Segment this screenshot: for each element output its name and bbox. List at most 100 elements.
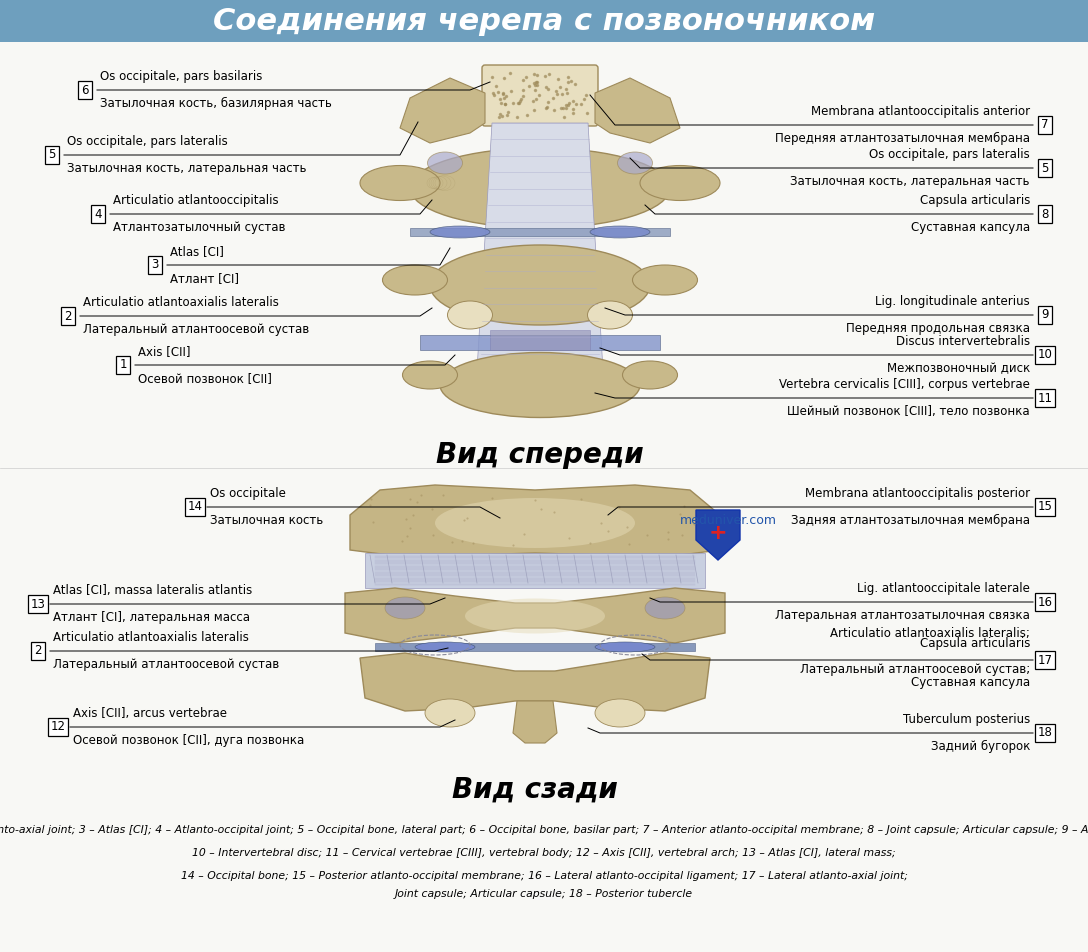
Text: Atlas [CI], massa lateralis atlantis: Atlas [CI], massa lateralis atlantis <box>53 584 252 597</box>
Text: 9: 9 <box>1041 308 1049 322</box>
Text: Суставная капсула: Суставная капсула <box>911 676 1030 689</box>
Bar <box>490 330 590 350</box>
Text: Lig. atlantooccipitale laterale: Lig. atlantooccipitale laterale <box>857 582 1030 595</box>
Ellipse shape <box>430 245 650 325</box>
Text: Joint capsule; Articular capsule; 18 – Posterior tubercle: Joint capsule; Articular capsule; 18 – P… <box>395 889 693 899</box>
Text: Vertebra cervicalis [CIII], corpus vertebrae: Vertebra cervicalis [CIII], corpus verte… <box>779 378 1030 391</box>
Ellipse shape <box>425 699 475 727</box>
Text: 1 – Axis [CII]; 2 – Lateral atlanto-axial joint; 3 – Atlas [CI]; 4 – Atlanto-occ: 1 – Axis [CII]; 2 – Lateral atlanto-axia… <box>0 825 1088 835</box>
Text: 3: 3 <box>151 259 159 271</box>
Text: Задний бугорок: Задний бугорок <box>930 740 1030 753</box>
Text: Os occipitale: Os occipitale <box>210 487 286 500</box>
Text: 14 – Occipital bone; 15 – Posterior atlanto-occipital membrane; 16 – Lateral atl: 14 – Occipital bone; 15 – Posterior atla… <box>181 871 907 881</box>
Bar <box>375 643 695 651</box>
Polygon shape <box>345 588 725 643</box>
Text: 6: 6 <box>82 84 89 96</box>
Ellipse shape <box>618 152 653 174</box>
Ellipse shape <box>440 352 640 418</box>
Text: Articulatio atlantoaxialis lateralis;: Articulatio atlantoaxialis lateralis; <box>830 627 1030 640</box>
Text: Шейный позвонок [CIII], тело позвонка: Шейный позвонок [CIII], тело позвонка <box>788 405 1030 418</box>
Bar <box>330 50 750 470</box>
Ellipse shape <box>622 361 678 389</box>
Text: 18: 18 <box>1038 726 1052 740</box>
Polygon shape <box>360 653 710 711</box>
Text: Articulatio atlantoaxialis lateralis: Articulatio atlantoaxialis lateralis <box>53 631 249 644</box>
Text: 7: 7 <box>1041 118 1049 131</box>
Text: Затылочная кость, латеральная часть: Затылочная кость, латеральная часть <box>67 162 307 175</box>
Text: +: + <box>708 523 727 543</box>
Bar <box>0 815 1088 952</box>
Polygon shape <box>696 510 740 560</box>
Text: 16: 16 <box>1038 596 1052 608</box>
Text: Атлантозатылочный сустав: Атлантозатылочный сустав <box>113 221 285 234</box>
Text: Tuberculum posterius: Tuberculum posterius <box>903 713 1030 726</box>
Text: Os occipitale, pars lateralis: Os occipitale, pars lateralis <box>869 148 1030 161</box>
Text: Articulatio atlantoaxialis lateralis: Articulatio atlantoaxialis lateralis <box>83 296 279 309</box>
Ellipse shape <box>385 597 425 619</box>
Text: 8: 8 <box>1041 208 1049 221</box>
Text: Атлант [CI], латеральная масса: Атлант [CI], латеральная масса <box>53 611 250 624</box>
Text: 5: 5 <box>48 149 55 162</box>
Ellipse shape <box>447 301 493 329</box>
Text: Os occipitale, pars basilaris: Os occipitale, pars basilaris <box>100 70 262 83</box>
Text: 1: 1 <box>120 359 126 371</box>
Ellipse shape <box>640 166 720 201</box>
Ellipse shape <box>588 301 632 329</box>
Polygon shape <box>477 123 603 370</box>
Text: Передняя атлантозатылочная мембрана: Передняя атлантозатылочная мембрана <box>775 132 1030 145</box>
Text: Вид сзади: Вид сзади <box>452 776 618 804</box>
Ellipse shape <box>435 498 635 548</box>
Bar <box>364 553 705 588</box>
Text: 17: 17 <box>1038 653 1052 666</box>
Text: Axis [CII]: Axis [CII] <box>138 345 190 358</box>
Text: Передняя продольная связка: Передняя продольная связка <box>846 322 1030 335</box>
Text: 2: 2 <box>34 645 41 658</box>
Text: Capsula articularis: Capsula articularis <box>919 194 1030 207</box>
Ellipse shape <box>645 597 685 619</box>
Ellipse shape <box>415 642 475 652</box>
Ellipse shape <box>632 265 697 295</box>
Bar <box>0 0 1088 42</box>
Ellipse shape <box>403 361 457 389</box>
Ellipse shape <box>590 226 650 238</box>
Text: Membrana atlantooccipitalis posterior: Membrana atlantooccipitalis posterior <box>805 487 1030 500</box>
Polygon shape <box>514 701 557 743</box>
Text: 12: 12 <box>50 721 65 733</box>
Bar <box>330 475 750 845</box>
Text: Латеральный атлантоосевой сустав;: Латеральный атлантоосевой сустав; <box>800 663 1030 676</box>
Text: Capsula articularis: Capsula articularis <box>919 637 1030 650</box>
Text: Затылочная кость: Затылочная кость <box>210 514 323 527</box>
Text: Задняя атлантозатылочная мембрана: Задняя атлантозатылочная мембрана <box>791 514 1030 527</box>
Ellipse shape <box>595 699 645 727</box>
Text: 15: 15 <box>1038 501 1052 513</box>
Text: Os occipitale, pars lateralis: Os occipitale, pars lateralis <box>67 135 227 148</box>
Text: Articulatio atlantooccipitalis: Articulatio atlantooccipitalis <box>113 194 279 207</box>
Ellipse shape <box>428 152 462 174</box>
Text: Атлант [CI]: Атлант [CI] <box>170 272 239 285</box>
Text: Затылочная кость, базилярная часть: Затылочная кость, базилярная часть <box>100 97 332 110</box>
Ellipse shape <box>595 642 655 652</box>
Text: Вид спереди: Вид спереди <box>436 441 644 469</box>
Text: 14: 14 <box>187 501 202 513</box>
Text: 2: 2 <box>64 309 72 323</box>
Text: Соединения черепа с позвоночником: Соединения черепа с позвоночником <box>213 7 875 35</box>
Text: 11: 11 <box>1038 391 1052 405</box>
Text: Осевой позвонок [CII]: Осевой позвонок [CII] <box>138 372 272 385</box>
Text: Суставная капсула: Суставная капсула <box>911 221 1030 234</box>
Text: Membrana atlantooccipitalis anterior: Membrana atlantooccipitalis anterior <box>811 105 1030 118</box>
Ellipse shape <box>465 599 605 633</box>
Text: Discus intervertebralis: Discus intervertebralis <box>895 335 1030 348</box>
Bar <box>420 335 660 350</box>
Polygon shape <box>350 485 720 557</box>
Text: Межпозвоночный диск: Межпозвоночный диск <box>887 362 1030 375</box>
Text: Lig. longitudinale anterius: Lig. longitudinale anterius <box>875 295 1030 308</box>
Text: Латеральный атлантоосевой сустав: Латеральный атлантоосевой сустав <box>53 658 280 671</box>
Text: Затылочная кость, латеральная часть: Затылочная кость, латеральная часть <box>791 175 1030 188</box>
Text: 4: 4 <box>95 208 102 221</box>
Ellipse shape <box>360 166 440 201</box>
Text: 10 – Intervertebral disc; 11 – Cervical vertebrae [CIII], vertebral body; 12 – A: 10 – Intervertebral disc; 11 – Cervical … <box>193 848 895 858</box>
Text: 13: 13 <box>30 598 46 610</box>
Text: Латеральный атлантоосевой сустав: Латеральный атлантоосевой сустав <box>83 323 309 336</box>
FancyBboxPatch shape <box>482 65 598 126</box>
Text: 10: 10 <box>1038 348 1052 362</box>
